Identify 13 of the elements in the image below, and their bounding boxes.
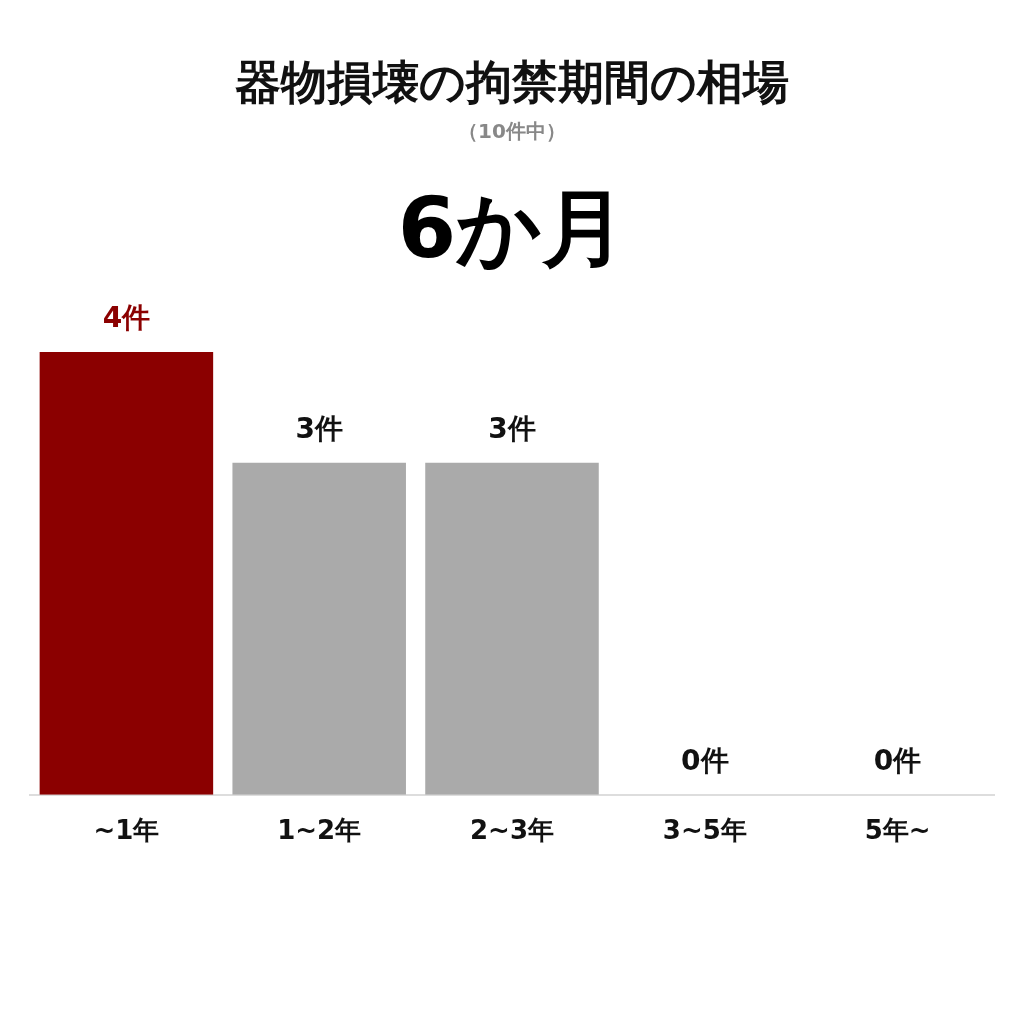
data-label: 3件 <box>488 411 536 445</box>
data-label: 4件 <box>102 301 151 335</box>
data-label: 0件 <box>873 744 922 778</box>
x-tick-label: 5年~ <box>864 815 931 846</box>
x-tick-label: 1~2年 <box>277 815 362 846</box>
chart-subtitle: （10件中） <box>457 118 567 145</box>
text: 6か月 <box>396 178 628 279</box>
x-tick-label: ~1年 <box>93 815 160 846</box>
x-tick-label: 2~3年 <box>470 815 554 846</box>
chart-title: 器物損壊の拘禁期間の相場 <box>234 54 790 111</box>
data-label: 0件 <box>681 744 729 778</box>
x-tick-label: 3~5年 <box>662 815 747 846</box>
data-label: 3件 <box>295 411 343 445</box>
